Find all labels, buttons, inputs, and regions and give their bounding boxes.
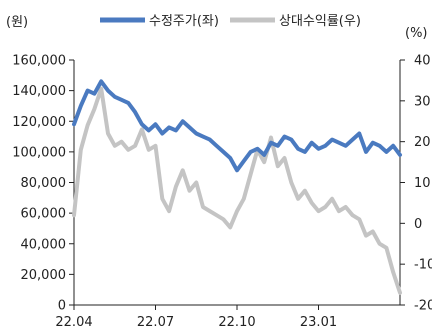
- legend-label-price: 수정주가(좌): [149, 14, 219, 29]
- left-tick-label: 60,000: [21, 207, 67, 222]
- right-tick-label: 0: [414, 217, 422, 232]
- x-tick-label: 22.07: [137, 315, 174, 329]
- left-axis-ticks: 0 20,000 40,000 60,000 80,000 100,000 120,000 1…: [12, 54, 74, 314]
- right-tick-label: 10: [414, 176, 431, 191]
- series-line-adjusted-price: [72, 79, 402, 173]
- left-tick-label: 100,000: [12, 145, 66, 160]
- x-tick-label: 22.10: [218, 315, 255, 329]
- right-axis-unit: (%): [405, 26, 428, 41]
- right-axis-ticks: -20 -10 0 10 20 30 40: [400, 54, 432, 314]
- left-tick-label: 140,000: [12, 84, 66, 99]
- x-tick-label: 22.04: [55, 315, 92, 329]
- left-tick-label: 20,000: [21, 268, 67, 283]
- left-tick-label: 80,000: [21, 176, 67, 191]
- right-tick-label: -20: [414, 299, 432, 314]
- right-tick-label: 30: [414, 94, 431, 109]
- left-tick-label: 0: [58, 299, 66, 314]
- left-axis-unit: (원): [6, 15, 28, 30]
- right-tick-label: 20: [414, 135, 431, 150]
- legend: 수정주가(좌) 상대수익률(우): [100, 14, 361, 29]
- left-tick-label: 120,000: [12, 115, 66, 130]
- x-axis-ticks: 22.04 22.07 22.10 23.01: [55, 305, 337, 329]
- left-tick-label: 40,000: [21, 237, 67, 252]
- x-tick-label: 23.01: [300, 315, 337, 329]
- right-tick-label: -10: [414, 258, 432, 273]
- left-tick-label: 160,000: [12, 54, 66, 69]
- right-tick-label: 40: [414, 54, 431, 69]
- series-line-relative-return: [72, 86, 402, 295]
- legend-label-relative: 상대수익률(우): [279, 14, 361, 29]
